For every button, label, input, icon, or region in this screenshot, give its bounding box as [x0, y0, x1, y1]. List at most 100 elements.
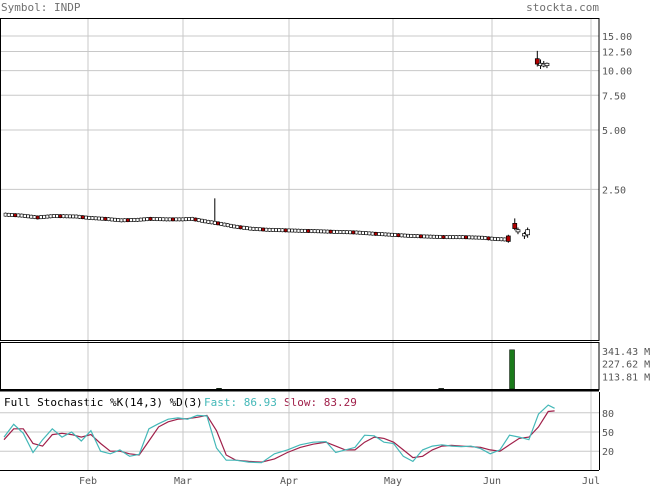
price-candle	[409, 234, 414, 238]
price-candle	[158, 217, 162, 221]
price-tick-label: 10.00	[602, 67, 632, 78]
price-candle	[151, 217, 156, 221]
price-candle	[325, 229, 330, 234]
price-candle	[486, 236, 491, 241]
price-candle	[177, 217, 182, 222]
price-candle	[338, 230, 343, 234]
price-candle	[348, 230, 352, 235]
price-candle	[145, 217, 149, 221]
price-candle	[351, 230, 356, 235]
price-candle	[496, 237, 500, 241]
price-candle	[229, 224, 233, 228]
price-candle	[26, 214, 30, 219]
price-candle	[235, 225, 240, 229]
price-candle	[296, 228, 301, 233]
price-candle	[80, 215, 85, 220]
price-candle	[544, 62, 550, 67]
price-candle	[306, 229, 310, 233]
price-candle	[39, 215, 43, 219]
price-candle	[77, 215, 82, 219]
price-candle	[406, 233, 410, 238]
price-candle	[42, 215, 46, 219]
price-candle	[470, 235, 475, 240]
volume-panel-frame	[0, 342, 600, 390]
price-candle	[335, 230, 339, 234]
price-candle	[225, 223, 230, 228]
price-candle	[241, 225, 246, 230]
price-candle	[126, 218, 130, 222]
volume-bar	[509, 349, 515, 390]
price-candle	[361, 231, 365, 235]
price-candle	[377, 232, 381, 236]
price-candle	[380, 232, 385, 236]
price-candle	[367, 231, 372, 236]
price-tick-label: 7.50	[602, 91, 626, 102]
price-candle	[245, 226, 249, 230]
price-candle	[13, 213, 17, 217]
price-candle	[19, 213, 24, 218]
month-label-jul: Jul	[582, 476, 600, 486]
price-tick-label: 2.50	[602, 185, 626, 196]
price-candle	[213, 221, 217, 225]
month-label-mar: Mar	[174, 476, 192, 486]
price-candle	[370, 231, 375, 236]
price-candle	[287, 228, 291, 233]
price-candle	[493, 237, 497, 241]
price-candle	[354, 230, 359, 235]
price-candle	[200, 218, 204, 223]
price-candle	[64, 214, 69, 219]
price-candle	[3, 212, 8, 217]
price-candle	[109, 217, 114, 222]
price-candle	[116, 218, 120, 222]
price-candle	[51, 214, 56, 218]
price-candle	[142, 217, 146, 222]
price-candle	[216, 221, 220, 226]
price-candle	[209, 220, 214, 225]
price-candle	[383, 232, 388, 237]
price-candle	[364, 231, 368, 235]
price-candle	[61, 214, 66, 219]
price-candle	[16, 213, 21, 218]
price-candle	[180, 217, 185, 222]
price-candle	[448, 235, 452, 239]
price-candle	[428, 234, 433, 239]
price-candle	[206, 220, 211, 224]
price-candle	[148, 217, 153, 221]
price-candle	[464, 235, 468, 240]
price-candle	[55, 214, 59, 218]
price-candle	[184, 217, 188, 222]
price-candle	[489, 236, 494, 241]
price-candle	[100, 216, 104, 221]
price-candle	[454, 235, 459, 239]
price-candle	[328, 229, 333, 234]
price-candle	[93, 216, 98, 221]
price-candle	[293, 228, 298, 233]
price-candle	[312, 229, 317, 233]
price-candle	[193, 217, 198, 222]
price-candle	[316, 229, 320, 234]
price-candle	[106, 217, 111, 221]
price-candle	[480, 235, 484, 240]
price-candle	[473, 235, 478, 240]
price-candle	[280, 228, 285, 233]
price-candle	[274, 228, 278, 232]
price-candle	[84, 215, 88, 220]
price-candle	[390, 232, 394, 237]
price-candle	[502, 237, 507, 242]
price-candle	[299, 228, 304, 233]
price-candle	[322, 229, 327, 234]
price-candle	[196, 218, 201, 222]
price-candle	[499, 237, 504, 242]
price-candle	[460, 235, 465, 239]
price-candle	[386, 232, 391, 237]
price-candle	[431, 234, 436, 239]
volume-bar	[216, 388, 222, 390]
stochastic-tick-label: 50	[602, 428, 614, 439]
price-candle	[32, 215, 37, 219]
price-panel-frame	[0, 18, 600, 341]
price-candle	[412, 234, 417, 238]
price-candle	[97, 216, 101, 221]
price-candle	[444, 235, 449, 239]
price-candle	[319, 229, 323, 234]
